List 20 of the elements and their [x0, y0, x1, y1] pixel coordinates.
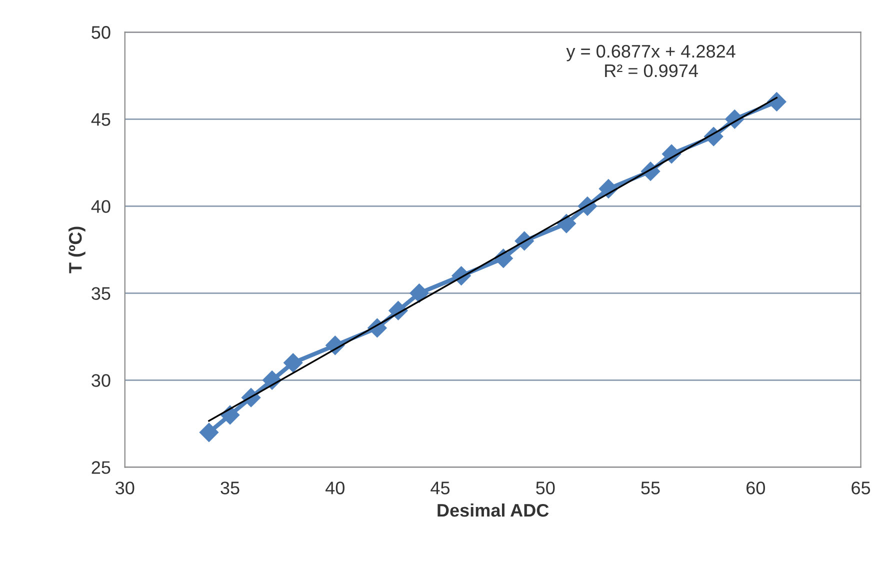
y-tick-label: 40	[91, 200, 110, 213]
x-tick-label: 45	[430, 482, 450, 494]
point	[199, 422, 219, 442]
y-axis-title: T (ºC)	[68, 226, 86, 274]
annotation: y = 0.6877x + 4.2824 R² = 0.9974	[566, 44, 736, 78]
x-tick-label: 30	[116, 482, 134, 494]
y-tick-label: 50	[92, 26, 110, 39]
x-tick-label: 35	[220, 482, 240, 494]
y-tick-label: 45	[91, 113, 110, 126]
y-tick-label: 25	[92, 461, 110, 474]
y-tick-label: 35	[92, 287, 110, 300]
y-tick-label: 30	[92, 374, 110, 387]
x-tick-label: 60	[746, 482, 765, 494]
x-axis-title: Desimal ADC	[438, 503, 549, 517]
x-tick-label: 55	[641, 482, 660, 494]
point	[410, 284, 429, 303]
x-tick-label: 65	[852, 482, 870, 494]
point	[284, 353, 303, 372]
x-tick-label: 50	[536, 482, 555, 494]
x-tick-label: 40	[326, 482, 344, 494]
